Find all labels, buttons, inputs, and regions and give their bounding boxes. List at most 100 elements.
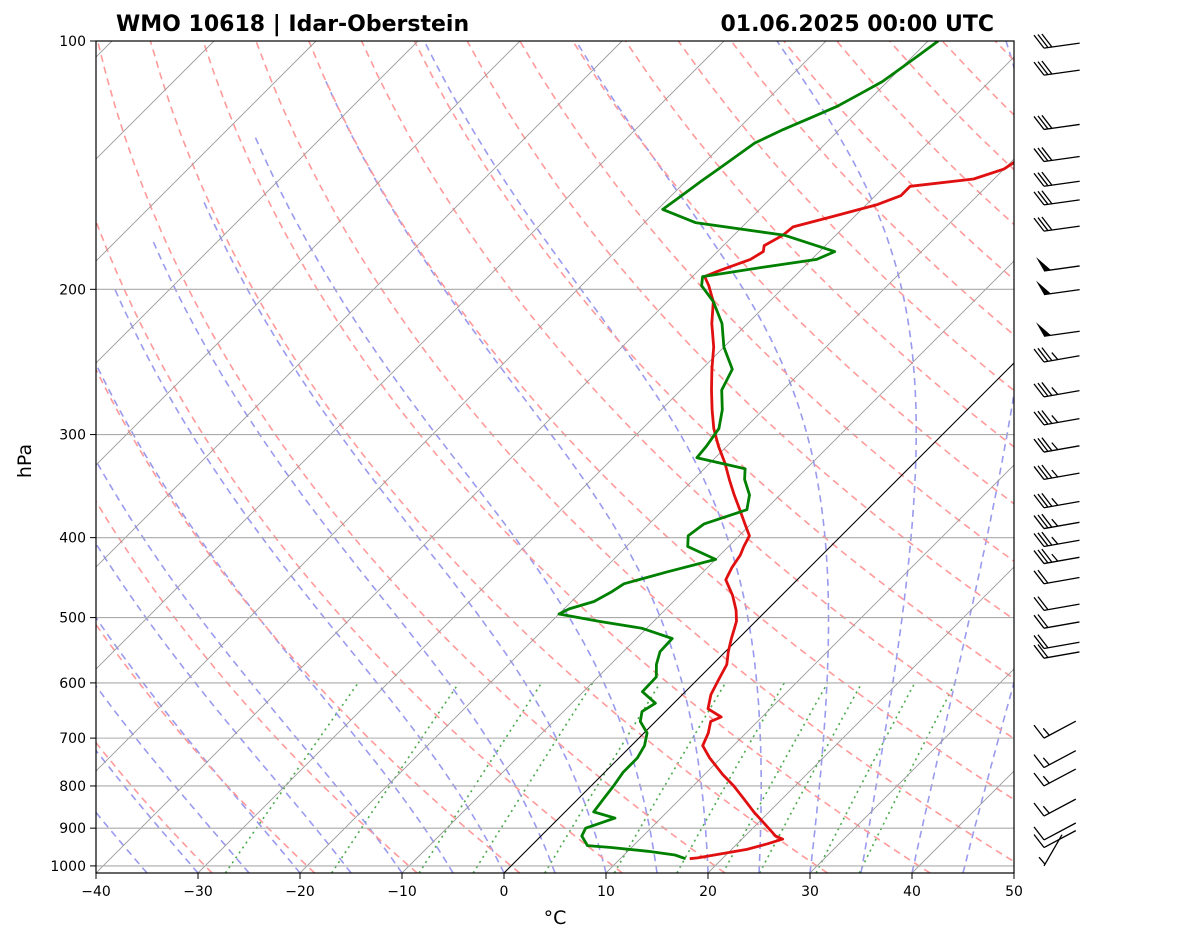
wind-barb-full <box>1041 531 1053 546</box>
wind-barb <box>1033 171 1080 187</box>
plot-frame <box>95 40 1015 874</box>
wind-barb-full <box>1037 437 1049 452</box>
x-tick-label: −30 <box>183 884 213 900</box>
wind-barb-staff <box>1043 556 1080 565</box>
chart-title-station: WMO 10618 | Idar-Oberstein <box>116 12 469 37</box>
wind-barb-full <box>1037 569 1049 584</box>
chart-title-time: 01.06.2025 00:00 UTC <box>720 12 994 37</box>
x-tick-label: 0 <box>500 884 509 900</box>
x-axis-ticks: −40 −30 −20 −10 0 10 20 30 40 50 <box>81 873 1023 900</box>
moist-adiabat-line <box>423 41 762 873</box>
wind-barb <box>1036 280 1080 296</box>
wind-barb-full <box>1041 437 1053 452</box>
wind-barb-full <box>1037 465 1049 480</box>
wind-barb-full <box>1033 191 1045 206</box>
wind-barb <box>1033 60 1080 76</box>
mixing-ratio-line <box>858 682 956 873</box>
isotherm-line <box>503 362 1014 873</box>
wind-barb-half <box>1051 352 1059 361</box>
y-tick-label: 200 <box>59 282 86 298</box>
wind-barb-half <box>1051 442 1059 451</box>
wind-barb-half <box>1051 415 1059 423</box>
wind-barb-staff <box>1043 123 1080 131</box>
wind-barb-full <box>1037 382 1049 397</box>
x-tick-label: −20 <box>285 884 315 900</box>
wind-barb-flag <box>1036 280 1051 295</box>
mixing-ratio-line <box>472 682 594 873</box>
wind-barb <box>1036 256 1080 272</box>
wind-barb-staff <box>1043 621 1080 629</box>
wind-barb <box>1033 190 1080 206</box>
isotherm-line <box>96 41 827 772</box>
wind-barb <box>1033 382 1080 398</box>
wind-barb-full <box>1033 411 1045 426</box>
wind-barb-staff <box>1043 472 1080 481</box>
isobars <box>96 41 1014 867</box>
wind-barb-full <box>1033 466 1045 480</box>
wind-barb-full <box>1033 596 1045 611</box>
wind-barb-full <box>1037 549 1049 564</box>
wind-barb-full <box>1033 348 1045 363</box>
dry-adiabat-line <box>888 41 1014 171</box>
wind-barbs <box>1033 33 1080 867</box>
moist-adiabat-line <box>96 684 250 873</box>
wind-barb-full <box>1033 515 1045 529</box>
zero-isotherm <box>503 362 1014 873</box>
y-tick-label: 1000 <box>50 859 86 875</box>
wind-barb-full <box>1041 347 1053 362</box>
wind-barb-full <box>1041 216 1053 231</box>
wind-barb-full <box>1037 644 1049 658</box>
wind-barb-full <box>1033 34 1045 49</box>
wind-barb-staff <box>1043 539 1080 548</box>
zero-isotherm-line <box>503 362 1014 873</box>
moist-adiabat-line <box>911 41 1014 873</box>
dry-adiabat-line <box>677 41 1014 392</box>
wind-barb <box>1033 596 1080 611</box>
isotherm-line <box>197 56 1014 873</box>
dry-adiabat-line <box>783 41 1014 281</box>
dry-adiabat-line <box>96 219 623 873</box>
dry-adiabat-line <box>149 41 829 873</box>
wind-barb-full <box>1041 33 1053 48</box>
wind-barb-full <box>1041 464 1053 479</box>
wind-barb-staff <box>1043 651 1080 659</box>
wind-barb-half <box>1051 536 1059 545</box>
wind-barb <box>1033 569 1080 585</box>
dry-adiabat-line <box>96 41 726 873</box>
y-tick-label: 600 <box>59 676 86 692</box>
wind-barb <box>1033 216 1080 232</box>
y-tick-label: 400 <box>59 531 86 547</box>
wind-barb-full <box>1033 772 1045 787</box>
wind-barb <box>1033 768 1077 787</box>
dry-adiabat-line <box>1101 41 1181 873</box>
wind-barb-staff <box>1043 445 1080 453</box>
wind-barb <box>1033 644 1080 659</box>
moist-adiabat-line <box>962 679 1014 873</box>
x-tick-label: 40 <box>903 884 921 900</box>
wind-barb-half <box>1042 727 1050 736</box>
temperature-profile-line <box>689 160 1014 861</box>
moist-adiabat-line <box>322 74 709 873</box>
wind-barb-half <box>1042 775 1050 784</box>
dewpoint-profile-line <box>557 41 940 861</box>
dry-adiabat-line <box>994 41 1014 62</box>
mixing-ratio-line <box>224 682 359 873</box>
wind-barb <box>1033 410 1080 426</box>
moist-adiabat-line <box>575 41 830 873</box>
wind-barb-full <box>1037 514 1049 529</box>
wind-barb-full <box>1037 115 1049 130</box>
wind-barb-half <box>1042 757 1050 766</box>
wind-barb-full <box>1037 61 1049 75</box>
moist-adiabat-line <box>96 616 301 873</box>
wind-barb-full <box>1037 493 1049 508</box>
wind-barb-staff <box>1043 42 1080 49</box>
wind-barb-staff <box>1043 603 1080 611</box>
y-tick-label: 900 <box>59 821 86 837</box>
wind-barb-full <box>1041 190 1053 205</box>
moist-adiabat-line <box>776 41 917 873</box>
moist-adiabat-line <box>96 542 352 873</box>
wind-barb-full <box>1037 217 1049 231</box>
y-tick-label: 700 <box>59 731 86 747</box>
y-axis-label: hPa <box>14 444 36 478</box>
wind-barb-full <box>1037 147 1049 162</box>
